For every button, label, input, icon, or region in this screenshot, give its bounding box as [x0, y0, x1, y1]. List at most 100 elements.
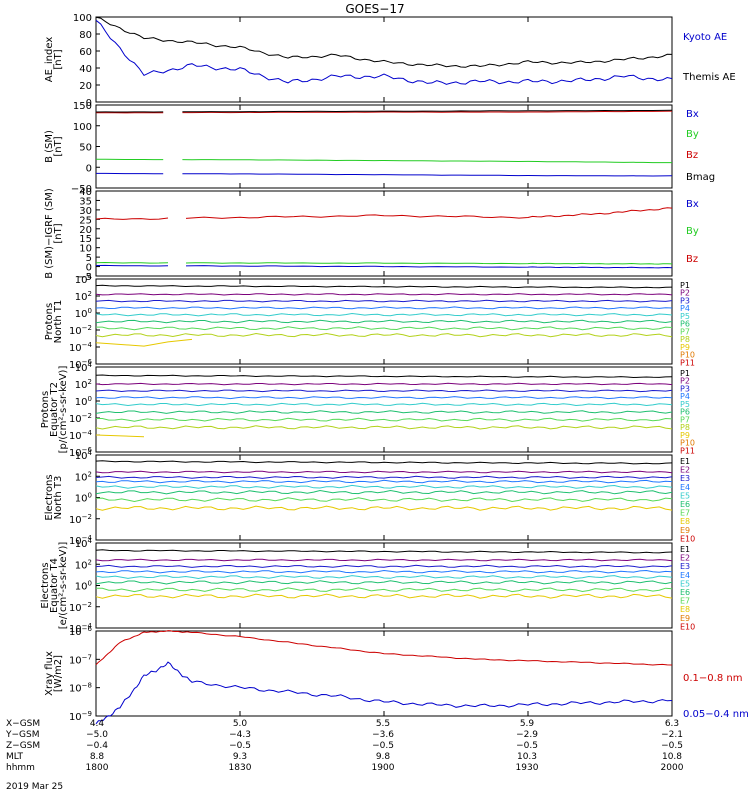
y-tick-label: 40	[79, 187, 92, 198]
xaxis-row-label: Y−GSM	[5, 730, 40, 740]
y-axis-label: Electrons	[40, 562, 51, 608]
panel-frame-8	[95, 630, 673, 717]
legend-kyoto-ae: Kyoto AE	[683, 32, 727, 43]
xaxis-y-gsm-value: −2.1	[661, 730, 683, 740]
xaxis-z-gsm-value: −0.5	[661, 741, 683, 751]
y-tick-label: 102	[75, 470, 92, 483]
legend-electrons-north-e5: E5	[680, 491, 690, 500]
legend-protons-north-p6: P6	[680, 320, 690, 329]
electrons-north-channel-e1	[95, 460, 673, 465]
y-axis-label: B (SM)−IGRF (SM)	[44, 188, 55, 279]
y-axis-label: North T1	[53, 300, 64, 344]
legend-protons-equator-p4: P4	[680, 392, 690, 401]
legend-protons-equator-p10: P10	[680, 439, 695, 448]
xaxis-z-gsm-value: −0.4	[86, 741, 108, 751]
y-tick-label: 102	[75, 290, 92, 303]
xaxis-hhmm-value: 1830	[229, 763, 252, 773]
xray-series-line	[95, 630, 673, 666]
y-axis-label: Electrons	[44, 474, 55, 520]
xaxis-row-label: Z−GSM	[6, 741, 40, 751]
electrons-north-channel-e4	[95, 479, 673, 484]
y-tick-label: 30	[79, 206, 92, 217]
protons-equator-channel-p4	[95, 396, 673, 400]
panel-frame-7	[95, 542, 673, 629]
y-tick-label: 0	[86, 263, 92, 274]
xaxis-z-gsm-value: −0.5	[229, 741, 251, 751]
chart-title: GOES−17	[345, 2, 404, 16]
panel-frame-5	[95, 366, 673, 453]
bsm-series-line	[182, 109, 673, 113]
protons-equator-channel-p2	[95, 382, 673, 386]
legend-diff-by: By	[686, 226, 699, 237]
legend-electrons-equator-e4: E4	[680, 571, 690, 580]
y-tick-label: 35	[79, 196, 92, 207]
y-tick-label: 100	[75, 395, 92, 408]
legend-electrons-north-e8: E8	[680, 517, 690, 526]
legend-protons-equator-p3: P3	[680, 384, 690, 393]
xaxis-x-gsm-value: 4.4	[90, 719, 105, 729]
electrons-equator-channel-e6	[95, 580, 673, 585]
legend-xray-short: 0.05−0.4 nm	[683, 709, 749, 720]
bdiff-series-line	[95, 217, 169, 220]
y-tick-label: 10−9	[69, 710, 92, 723]
bdiff-series-line	[185, 207, 673, 219]
xaxis-y-gsm-value: −5.0	[86, 730, 108, 740]
legend-electrons-north-e3: E3	[680, 474, 690, 483]
xaxis-mlt-value: 8.8	[90, 752, 105, 762]
protons-north-channel-p4	[95, 306, 673, 310]
xaxis-x-gsm-value: 6.3	[665, 719, 679, 729]
electrons-equator-channel-e1	[95, 549, 673, 554]
y-tick-label: 15	[79, 234, 92, 245]
legend-electrons-north-e10: E10	[680, 534, 695, 543]
protons-north-channel-p3	[95, 299, 673, 303]
legend-protons-equator-p7: P7	[680, 415, 690, 424]
bdiff-series-line	[185, 262, 673, 265]
legend-electrons-equator-e10: E10	[680, 622, 695, 631]
xaxis-y-gsm-value: −4.3	[229, 730, 251, 740]
xaxis-x-gsm-value: 5.9	[520, 719, 535, 729]
protons-north-channel-p8	[95, 332, 673, 338]
legend-protons-north-p1: P1	[680, 281, 690, 290]
electrons-north-channel-e5	[95, 484, 673, 489]
legend-electrons-north-e1: E1	[680, 457, 690, 466]
y-tick-label: 102	[75, 378, 92, 391]
electrons-north-channel-e2	[95, 470, 673, 474]
y-axis-label: [e/(cm²-s-sr-keV)]	[58, 542, 69, 630]
y-tick-label: −5	[77, 272, 92, 283]
xaxis-row-label: hhmm	[6, 763, 35, 773]
electrons-north-channel-e6	[95, 489, 673, 495]
protons-north-channel-p9	[95, 338, 193, 347]
legend-by: By	[686, 129, 699, 140]
y-tick-label: 100	[75, 307, 92, 320]
legend-electrons-north-e6: E6	[680, 500, 690, 509]
protons-equator-channel-p6	[95, 410, 673, 414]
bdiff-series-line	[95, 261, 169, 264]
legend-protons-equator-p9: P9	[680, 431, 690, 440]
xaxis-mlt-value: 10.8	[662, 752, 682, 762]
legend-protons-equator-p1: P1	[680, 369, 690, 378]
xaxis-z-gsm-value: −0.5	[372, 741, 394, 751]
legend-protons-north-p8: P8	[680, 335, 690, 344]
legend-protons-north-p11: P11	[680, 358, 695, 367]
y-tick-label: 25	[79, 215, 92, 226]
y-tick-label: 0	[86, 163, 92, 174]
xaxis-mlt-value: 10.3	[517, 752, 537, 762]
xaxis-row-label: MLT	[6, 752, 24, 762]
y-tick-label: 10−6	[69, 625, 93, 638]
y-tick-label: 100	[75, 580, 92, 593]
legend-electrons-equator-e5: E5	[680, 579, 690, 588]
bdiff-series-line	[95, 264, 169, 267]
protons-north-channel-p2	[95, 293, 673, 296]
panel-frame-6	[95, 454, 673, 541]
electrons-north-channel-e3	[95, 475, 673, 479]
protons-north-channel-p5	[95, 312, 673, 317]
protons-equator-channel-p1	[95, 374, 673, 379]
legend-bmag: Bmag	[686, 172, 715, 183]
electrons-equator-channel-e8	[95, 593, 673, 599]
y-axis-label: Protons	[44, 303, 55, 340]
legend-protons-north-p5: P5	[680, 312, 690, 321]
y-tick-label: 40	[79, 64, 92, 75]
legend-bx: Bx	[686, 109, 699, 120]
y-tick-label: 10−8	[69, 682, 92, 695]
